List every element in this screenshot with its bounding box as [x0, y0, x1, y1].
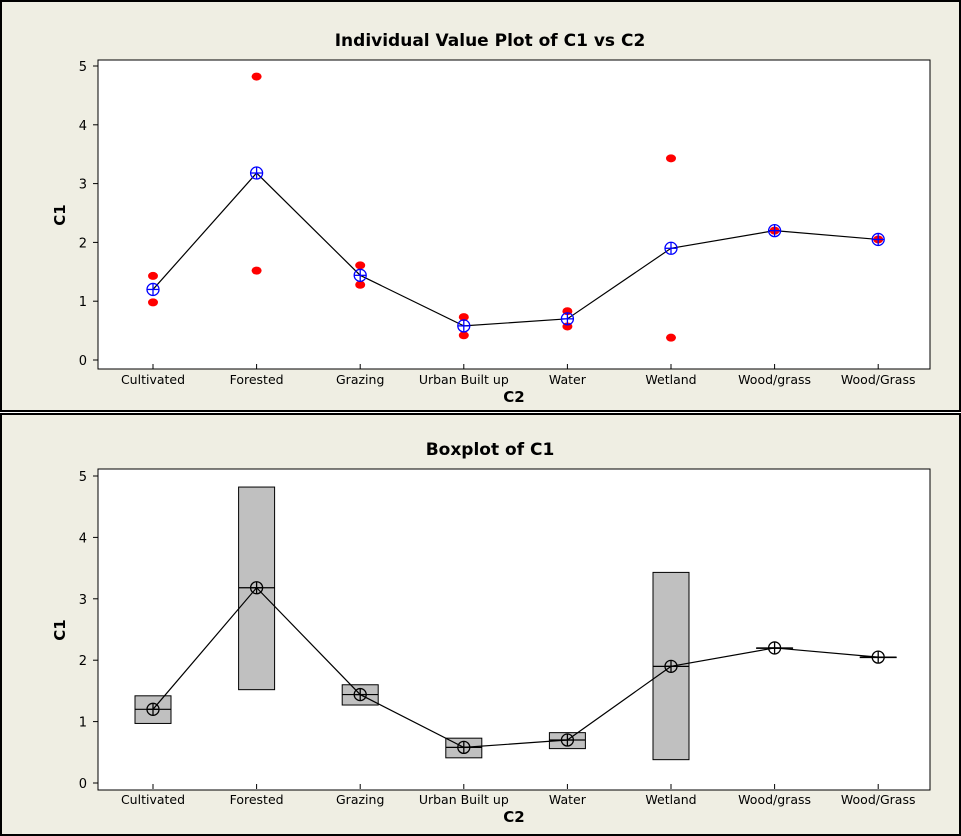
mean-connect-line [152, 172, 879, 327]
mean-connect-line [152, 586, 879, 748]
mean-symbol [664, 659, 678, 673]
mean-symbol [871, 650, 885, 664]
data-point [355, 261, 366, 270]
x-tick-label: Urban Built up [419, 372, 509, 387]
chart-title: Individual Value Plot of C1 vs C2 [335, 31, 646, 51]
mean-symbol [146, 282, 160, 297]
y-tick-label: 4 [79, 531, 87, 546]
x-axis-label: C2 [503, 388, 524, 406]
x-tick-label: Wood/grass [738, 792, 811, 807]
x-tick-label: Wetland [645, 792, 696, 807]
mean-symbol [457, 319, 471, 333]
x-tick-label: Forested [230, 792, 284, 807]
y-axis-label: C1 [51, 619, 69, 640]
x-tick-label: Wood/Grass [841, 792, 916, 807]
y-tick-label: 0 [79, 354, 87, 369]
y-tick-label: 3 [79, 593, 87, 608]
data-point [251, 266, 262, 275]
plot-area [97, 468, 931, 791]
x-tick-label: Water [549, 792, 587, 807]
y-tick-label: 1 [79, 295, 87, 310]
data-point [458, 331, 469, 340]
individual-value-panel: Individual Value Plot of C1 vs C2 0 1 2 3 4 5… [0, 0, 961, 412]
x-tick-label: Forested [230, 372, 284, 387]
data-point [148, 298, 158, 307]
y-tick-label: 2 [79, 236, 87, 251]
x-tick-label: Urban Built up [419, 792, 509, 807]
y-tick-label: 3 [79, 178, 87, 193]
plot-marks [146, 72, 885, 342]
boxplot-panel: Boxplot of C1 0 1 2 3 4 5 Cultivated Forested Gr… [0, 413, 961, 836]
y-axis-label: C1 [51, 204, 69, 225]
y-tick-label: 1 [79, 716, 87, 731]
x-tick-label: Water [549, 372, 587, 387]
x-tick-label: Grazing [336, 372, 384, 387]
plot-area [97, 59, 931, 370]
plot-axes: 0 1 2 3 4 5 Cultivated Forested Grazing Urban Bui… [79, 470, 916, 807]
mean-symbol [767, 223, 782, 238]
y-tick-label: 0 [79, 777, 87, 792]
data-point [666, 154, 676, 163]
mean-symbol [353, 268, 367, 282]
mean-symbol [560, 733, 575, 747]
x-tick-label: Wetland [645, 372, 696, 387]
y-tick-label: 2 [79, 654, 87, 669]
mean-symbol [457, 740, 471, 755]
mean-symbol [353, 687, 367, 702]
data-point [251, 72, 262, 81]
x-tick-label: Grazing [336, 792, 384, 807]
mean-symbol [871, 232, 885, 247]
y-tick-label: 4 [79, 119, 87, 134]
mean-symbol [249, 166, 264, 180]
y-tick-label: 5 [79, 60, 87, 75]
mean-symbol [249, 581, 264, 595]
mean-symbol [664, 241, 678, 255]
x-axis-label: C2 [503, 808, 524, 826]
mean-symbol [560, 312, 575, 326]
data-point [666, 333, 676, 342]
data-point [458, 313, 469, 322]
chart-title: Boxplot of C1 [426, 440, 555, 460]
x-tick-label: Cultivated [121, 372, 185, 387]
plot-axes: 0 1 2 3 4 5 Cultivated Forested Grazing Urban Bui… [79, 60, 916, 387]
plot-marks [134, 486, 897, 761]
x-tick-label: Cultivated [121, 792, 185, 807]
x-tick-label: Wood/Grass [841, 372, 916, 387]
data-point [355, 280, 366, 289]
mean-symbol [767, 641, 782, 655]
x-tick-label: Wood/grass [738, 372, 811, 387]
y-tick-label: 5 [79, 470, 87, 485]
data-point [148, 271, 158, 280]
mean-symbol [146, 702, 160, 716]
